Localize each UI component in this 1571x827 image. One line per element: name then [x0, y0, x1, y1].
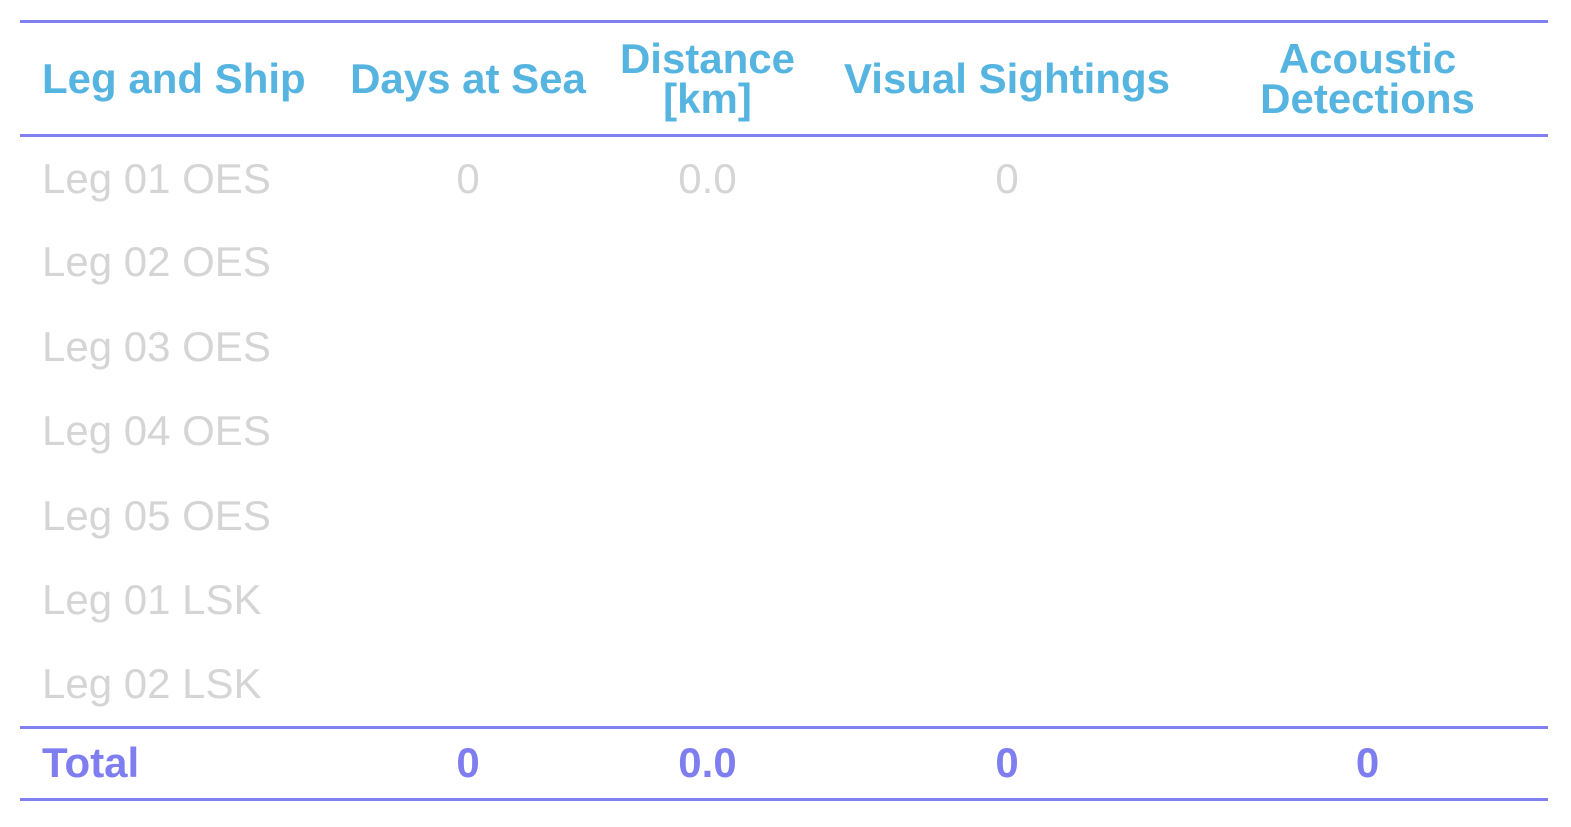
- cell-acoustic-detections: [1187, 389, 1548, 474]
- cell-days-at-sea: [348, 643, 588, 728]
- cell-days-at-sea: [348, 474, 588, 559]
- cell-visual-sightings: [827, 474, 1187, 559]
- cell-distance: [588, 305, 827, 390]
- table-header: Leg and Ship Days at Sea Distance [km] V…: [20, 21, 1548, 136]
- table-footer: Total 0 0.0 0 0: [20, 727, 1548, 799]
- table-row: Leg 05 OES: [20, 474, 1548, 559]
- cell-acoustic-detections: [1187, 305, 1548, 390]
- total-label: Total: [42, 739, 140, 786]
- cell-leg-and-ship: Leg 01 LSK: [42, 576, 262, 624]
- summary-table-container: Leg and Ship Days at Sea Distance [km] V…: [20, 20, 1548, 801]
- cell-visual-sightings: 0: [995, 154, 1019, 202]
- cell-visual-sightings: [827, 220, 1187, 305]
- header-leg-and-ship: Leg and Ship: [42, 54, 306, 102]
- cell-days-at-sea: [348, 389, 588, 474]
- cell-acoustic-detections: [1187, 643, 1548, 728]
- header-distance: Distance [km]: [619, 34, 796, 122]
- table-row: Leg 02 OES: [20, 220, 1548, 305]
- cell-leg-and-ship: Leg 04 OES: [42, 407, 271, 455]
- total-row: Total 0 0.0 0 0: [20, 727, 1548, 799]
- cell-visual-sightings: [827, 558, 1187, 643]
- cell-distance: [588, 389, 827, 474]
- total-acoustic-detections: 0: [1355, 739, 1380, 786]
- cell-days-at-sea: [348, 558, 588, 643]
- cell-acoustic-detections: [1187, 220, 1548, 305]
- cell-leg-and-ship: Leg 01 OES: [42, 154, 271, 202]
- cell-distance: [588, 643, 827, 728]
- cell-leg-and-ship: Leg 02 LSK: [42, 660, 262, 707]
- cell-acoustic-detections: [1187, 474, 1548, 559]
- cell-visual-sightings: [827, 305, 1187, 390]
- table-row: Leg 01 OES 0 0.0 0: [20, 136, 1548, 221]
- table-row: Leg 04 OES: [20, 389, 1548, 474]
- table-body: Leg 01 OES 0 0.0 0 Leg 02 OES Leg 03 OES: [20, 136, 1548, 728]
- cell-leg-and-ship: Leg 03 OES: [42, 322, 271, 370]
- header-row: Leg and Ship Days at Sea Distance [km] V…: [20, 21, 1548, 136]
- table-row: Leg 01 LSK: [20, 558, 1548, 643]
- total-visual-sightings: 0: [995, 739, 1019, 786]
- cell-leg-and-ship: Leg 05 OES: [42, 491, 271, 539]
- cell-distance: [588, 558, 827, 643]
- total-distance: 0.0: [678, 739, 737, 786]
- table-row: Leg 03 OES: [20, 305, 1548, 390]
- cell-visual-sightings: [827, 389, 1187, 474]
- table-row: Leg 02 LSK: [20, 643, 1548, 728]
- cell-leg-and-ship: Leg 02 OES: [42, 238, 271, 286]
- cell-acoustic-detections: [1187, 136, 1548, 221]
- cell-days-at-sea: [348, 220, 588, 305]
- header-acoustic-detections: Acoustic Detections: [1260, 34, 1475, 122]
- cell-distance: 0.0: [678, 154, 737, 202]
- cell-distance: [588, 220, 827, 305]
- cell-visual-sightings: [827, 643, 1187, 728]
- cell-acoustic-detections: [1187, 558, 1548, 643]
- cell-days-at-sea: [348, 305, 588, 390]
- header-visual-sightings: Visual Sightings: [844, 54, 1170, 102]
- total-days-at-sea: 0: [456, 739, 480, 786]
- header-days-at-sea: Days at Sea: [350, 54, 586, 102]
- cell-days-at-sea: 0: [456, 154, 480, 202]
- leg-summary-table: Leg and Ship Days at Sea Distance [km] V…: [20, 20, 1548, 801]
- cell-distance: [588, 474, 827, 559]
